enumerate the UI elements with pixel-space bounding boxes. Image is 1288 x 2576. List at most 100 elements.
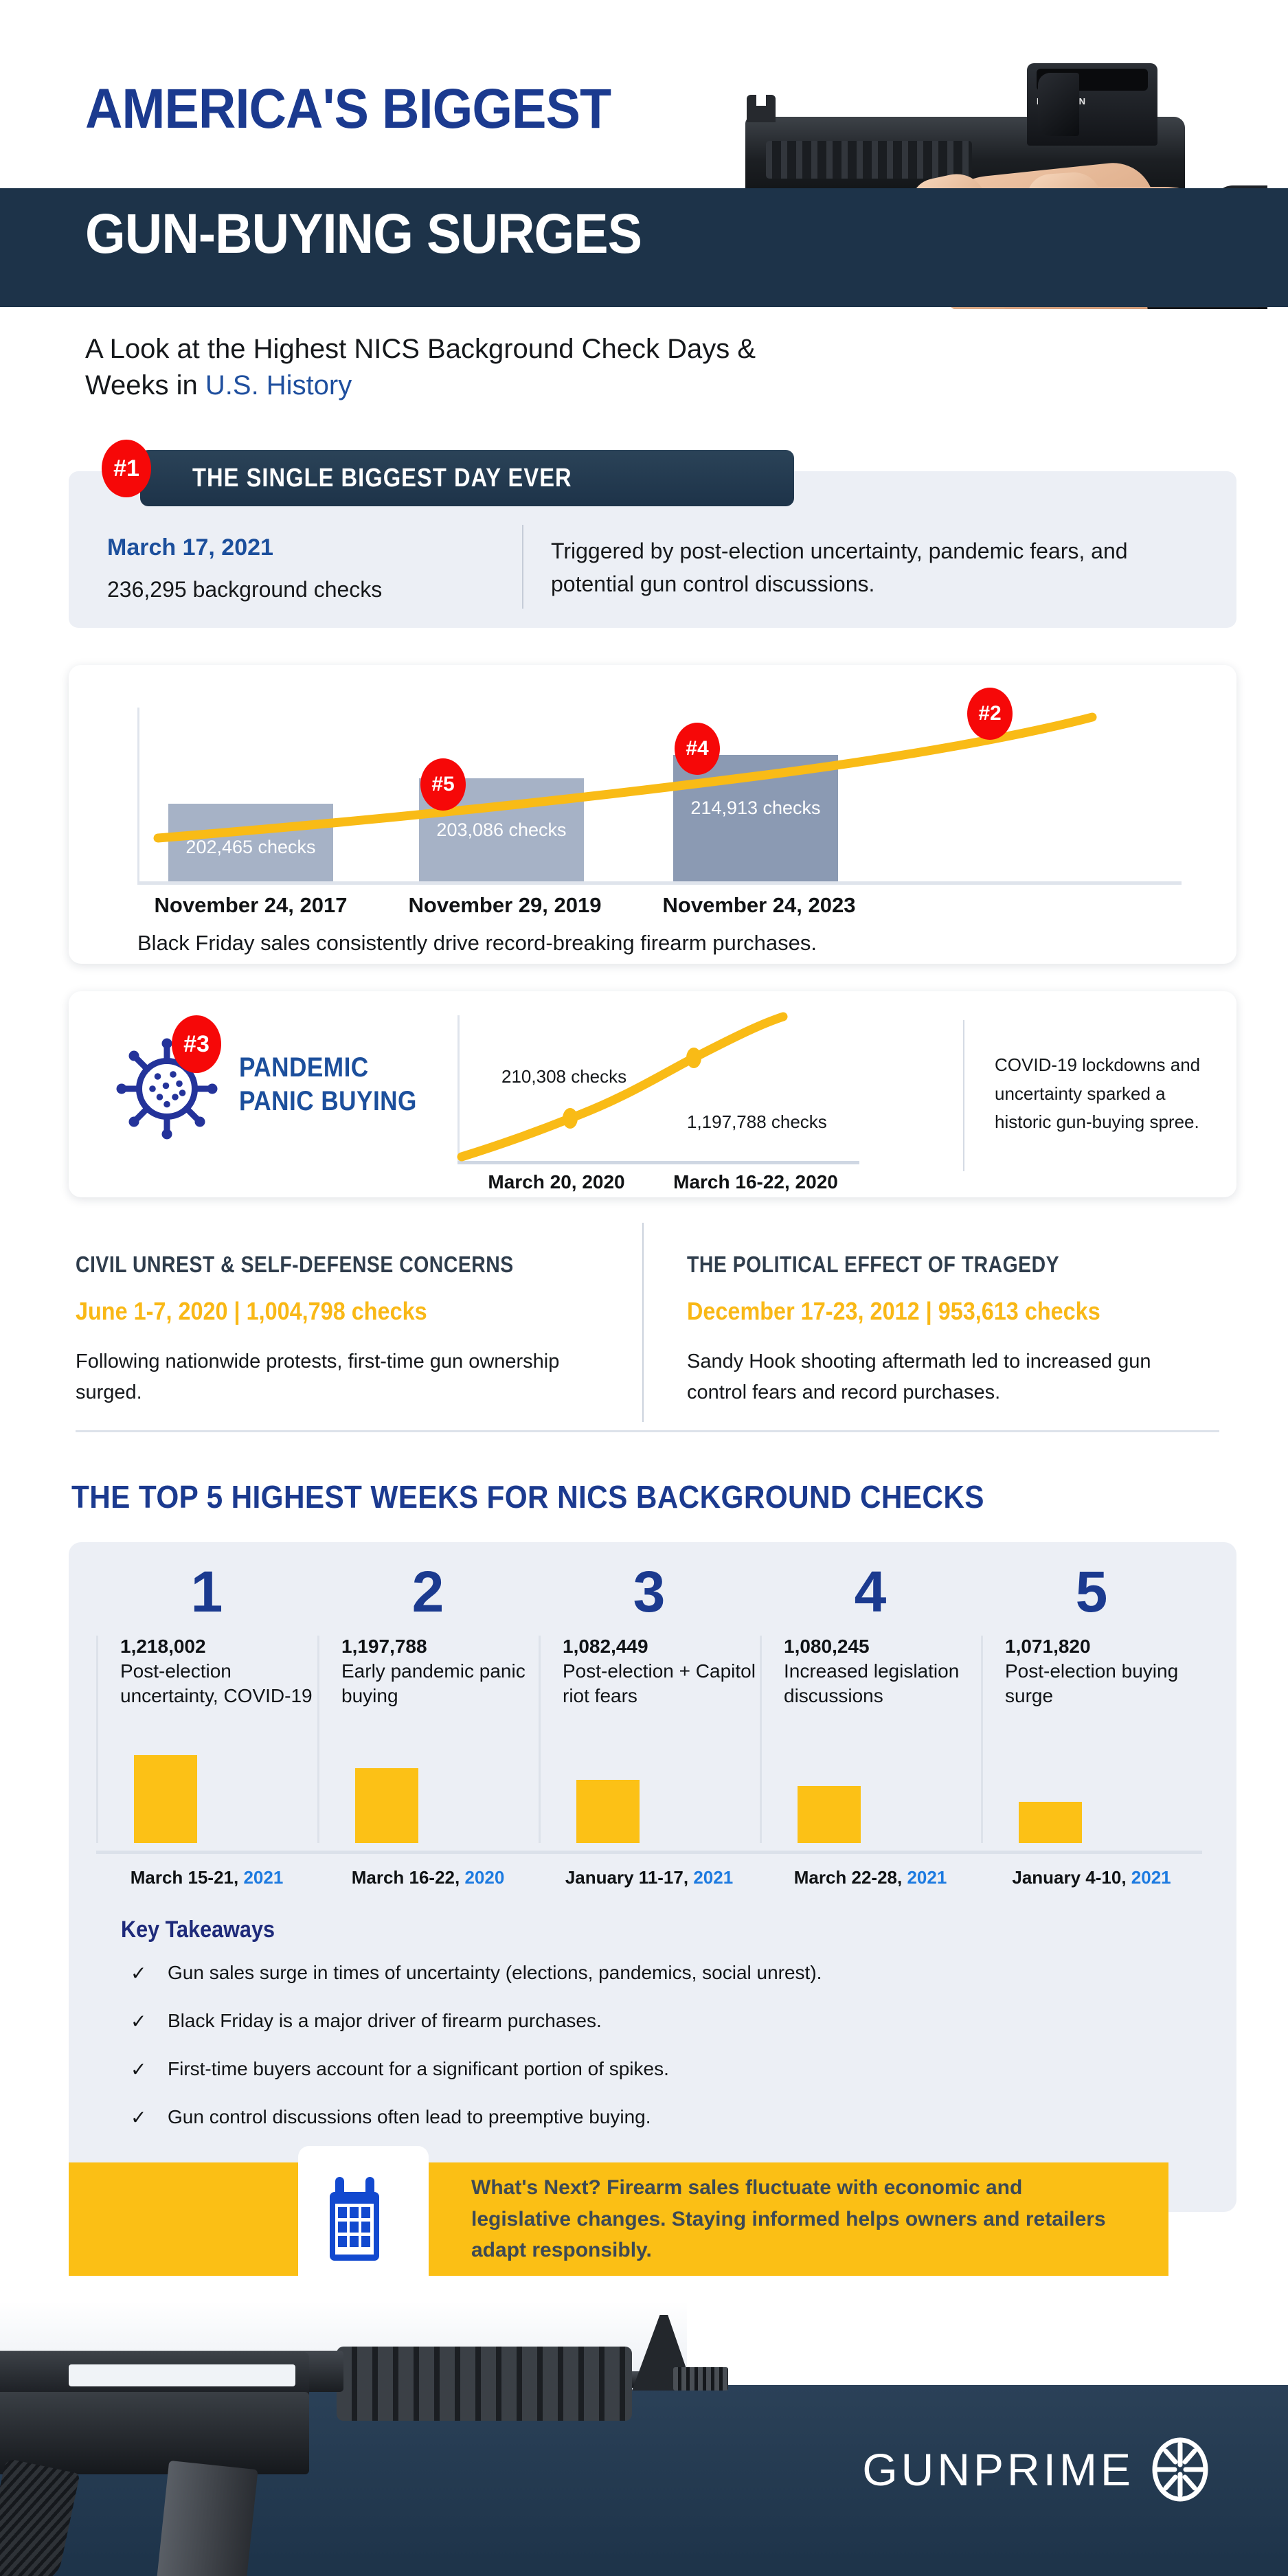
biggest-day-note: Triggered by post-election uncertainty, … <box>551 539 1128 596</box>
top5-baseline <box>96 1851 1202 1854</box>
top5-xlabel-1: March 15-21, 2021 <box>96 1867 317 1888</box>
black-friday-caption: Black Friday sales consistently drive re… <box>137 931 817 955</box>
cta-text: What's Next? Firearm sales fluctuate wit… <box>471 2176 1106 2262</box>
black-friday-y-axis <box>137 708 139 883</box>
column-right-stat: December 17-23, 2012 | 953,613 checks <box>687 1297 1100 1325</box>
section-divider-rule <box>76 1430 1219 1432</box>
cta-icon-box <box>298 2146 429 2290</box>
biggest-day-checks: 236,295 background checks <box>107 577 383 602</box>
rank-badge-2: #2 <box>967 688 1013 740</box>
rifle-photo <box>0 2308 728 2576</box>
pandemic-divider <box>963 1020 964 1171</box>
rank-badge-1: #1 <box>102 440 151 497</box>
top5-rank-1: 1 <box>190 1559 223 1624</box>
column-left-stat: June 1-7, 2020 | 1,004,798 checks <box>76 1297 427 1325</box>
pandemic-x-axis <box>457 1161 859 1164</box>
top5-xlabel-2: March 16-22, 2020 <box>317 1867 539 1888</box>
rifle-lower-receiver <box>0 2392 309 2474</box>
black-friday-bar-1: 202,465 checks <box>168 804 333 881</box>
pandemic-note: COVID-19 lockdowns and uncertainty spark… <box>995 1054 1201 1133</box>
top5-heading: THE TOP 5 HIGHEST WEEKS FOR NICS BACKGRO… <box>71 1479 984 1515</box>
top5-item-5: 5 1,071,820 Post-election buying surge <box>981 1563 1202 1851</box>
top5-item-3: 3 1,082,449 Post-election + Capitol riot… <box>539 1563 760 1851</box>
top5-desc-5: Post-election buying surge <box>1005 1660 1179 1707</box>
rifle-pistol-grip <box>0 2458 80 2576</box>
rifle-carry-handle-cutout <box>69 2364 295 2386</box>
top5-item-2: 2 1,197,788 Early pandemic panic buying <box>317 1563 539 1851</box>
top5-xlabel-2-month: March 16-22, <box>351 1867 465 1888</box>
pandemic-title-line2: PANIC BUYING <box>239 1085 417 1116</box>
top5-value-5: 1,071,820 <box>1005 1636 1091 1657</box>
slide-serrations <box>766 141 972 179</box>
pandemic-point-2-label: 1,197,788 checks <box>687 1111 827 1132</box>
top5-value-3: 1,082,449 <box>563 1636 648 1657</box>
column-civil-unrest: CIVIL UNREST & SELF-DEFENSE CONCERNS Jun… <box>76 1252 598 1408</box>
top5-value-2: 1,197,788 <box>341 1636 427 1657</box>
column-left-title: CIVIL UNREST & SELF-DEFENSE CONCERNS <box>76 1252 514 1277</box>
pandemic-xlabel-2: March 16-22, 2020 <box>673 1171 838 1193</box>
pandemic-point-1-label: 210,308 checks <box>501 1066 627 1087</box>
key-takeaway-3: First-time buyers account for a signific… <box>168 2058 669 2079</box>
check-icon-2: ✓ <box>131 2011 147 2032</box>
top5-desc-2: Early pandemic panic buying <box>341 1660 526 1707</box>
rifle-upper-receiver <box>0 2351 343 2395</box>
top5-desc-1: Post-election uncertainty, COVID-19 <box>120 1660 313 1707</box>
cta-banner <box>69 2162 1168 2276</box>
top5-xlabel-5: January 4-10, 2021 <box>981 1867 1202 1888</box>
check-icon-1: ✓ <box>131 1963 147 1984</box>
top5-value-1: 1,218,002 <box>120 1636 206 1657</box>
top5-rank-4: 4 <box>854 1559 887 1624</box>
top5-value-4: 1,080,245 <box>784 1636 870 1657</box>
key-takeaways-title: Key Takeaways <box>121 1917 275 1943</box>
top5-xlabel-4-month: March 22-28, <box>793 1867 907 1888</box>
title-navy-band <box>0 188 1288 307</box>
key-takeaway-1: Gun sales surge in times of uncertainty … <box>168 1962 822 1983</box>
biggest-day-tab-label: THE SINGLE BIGGEST DAY EVER <box>192 464 572 493</box>
rifle-carry-handle <box>0 2352 309 2395</box>
rifle-handguard <box>337 2347 632 2421</box>
top5-bar-3 <box>576 1780 640 1843</box>
optic-lens <box>1038 73 1079 136</box>
black-friday-bar-1-label: 202,465 checks <box>185 837 316 857</box>
top5-xlabel-4-year: 2021 <box>907 1867 947 1888</box>
crosshair-reticle-icon <box>1152 2437 1208 2502</box>
pandemic-y-axis <box>457 1015 460 1162</box>
header: AMERICA'S BIGGEST GUN-BUYING SURGES A Lo… <box>0 0 1288 400</box>
top5-rank-5: 5 <box>1075 1559 1108 1624</box>
top5-rank-3: 3 <box>633 1559 666 1624</box>
top5-bar-1 <box>134 1755 197 1843</box>
top5-panel <box>69 1542 1236 2212</box>
subtitle-highlight: U.S. History <box>205 370 352 401</box>
rank-badge-5: #5 <box>420 758 466 811</box>
black-friday-xlabel-3: November 24, 2023 <box>662 893 856 917</box>
column-political-effect: THE POLITICAL EFFECT OF TRAGEDY December… <box>687 1252 1209 1408</box>
pandemic-xlabel-1: March 20, 2020 <box>488 1171 625 1193</box>
page-subtitle: A Look at the Highest NICS Background Ch… <box>85 331 772 404</box>
black-friday-bar-2-label: 203,086 checks <box>436 820 567 840</box>
top5-xlabel-5-month: January 4-10, <box>1012 1867 1131 1888</box>
top5-xlabel-3-month: January 11-17, <box>565 1867 694 1888</box>
black-friday-xlabel-1: November 24, 2017 <box>154 893 348 917</box>
top5-xlabel-3: January 11-17, 2021 <box>539 1867 760 1888</box>
top5-xlabel-1-year: 2021 <box>243 1867 284 1888</box>
brand-logo[interactable]: GUNPRIME <box>862 2437 1208 2502</box>
black-friday-trend-line <box>153 712 1097 843</box>
pandemic-trend-line <box>457 1012 788 1162</box>
top5-xlabel-3-year: 2021 <box>693 1867 734 1888</box>
rifle-magazine <box>154 2460 258 2576</box>
pandemic-title-line1: PANDEMIC <box>239 1052 369 1083</box>
key-takeaway-4: Gun control discussions often lead to pr… <box>168 2106 651 2127</box>
top5-rank-2: 2 <box>411 1559 444 1624</box>
page-title-line1: AMERICA'S BIGGEST <box>85 78 611 140</box>
column-right-title: THE POLITICAL EFFECT OF TRAGEDY <box>687 1252 1060 1277</box>
top5-desc-3: Post-election + Capitol riot fears <box>563 1660 756 1707</box>
calendar-icon <box>330 2177 379 2261</box>
key-takeaway-2: Black Friday is a major driver of firear… <box>168 2010 602 2031</box>
top5-bar-2 <box>355 1768 418 1843</box>
top5-xlabel-2-year: 2020 <box>464 1867 505 1888</box>
pandemic-title: PANDEMIC PANIC BUYING <box>239 1051 417 1118</box>
check-icon-3: ✓ <box>131 2059 147 2080</box>
coronavirus-icon <box>116 1038 218 1140</box>
column-right-body: Sandy Hook shooting aftermath led to inc… <box>687 1351 1151 1403</box>
top5-xlabel-5-year: 2021 <box>1131 1867 1171 1888</box>
